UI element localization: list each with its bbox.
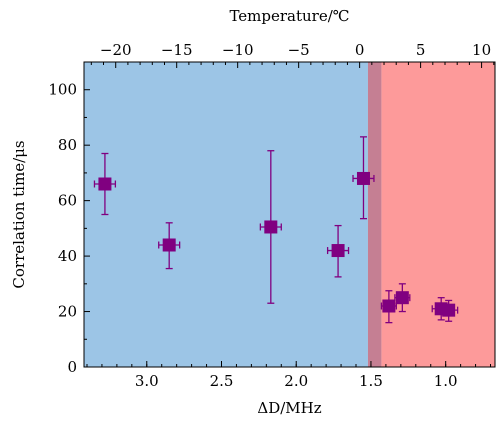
data-point-3 — [331, 244, 345, 258]
top-tick-label: −15 — [161, 41, 193, 59]
data-point-4 — [356, 171, 370, 185]
y-tick-label: 40 — [58, 247, 77, 265]
region-2 — [367, 62, 382, 367]
top-tick-label: 5 — [416, 41, 426, 59]
top-tick-label: 0 — [355, 41, 365, 59]
x-tick-label: 2.0 — [284, 372, 308, 390]
y-tick-label: 60 — [58, 192, 77, 210]
x-axis-label: ΔD/MHz — [257, 399, 321, 417]
top-tick-label: −10 — [222, 41, 254, 59]
top-tick-label: 10 — [472, 41, 491, 59]
x-tick-label: 2.5 — [210, 372, 234, 390]
data-markers — [98, 171, 456, 317]
region-0 — [84, 62, 368, 367]
x-tick-label: 1.5 — [359, 372, 383, 390]
data-point-8 — [442, 303, 456, 317]
top-tick-label: −20 — [100, 41, 132, 59]
top-x-axis-label: Temperature/℃ — [229, 7, 349, 25]
data-point-5 — [382, 299, 396, 313]
region-1 — [381, 62, 495, 367]
y-tick-label: 0 — [67, 358, 77, 376]
top-tick-label: −5 — [288, 41, 310, 59]
data-point-0 — [98, 177, 112, 191]
data-point-2 — [264, 220, 278, 234]
tick-labels: 3.0 2.5 2.0 1.5 1.0 0 20 40 60 80 100 −20 −15 −10 −5 0 5… — [48, 41, 491, 390]
y-axis-label: Correlation time/μs — [10, 140, 28, 288]
data-point-1 — [162, 238, 176, 252]
data-point-6 — [395, 291, 409, 305]
y-tick-label: 80 — [58, 136, 77, 154]
x-tick-label: 3.0 — [135, 372, 159, 390]
y-tick-label: 100 — [48, 81, 77, 99]
shaded-regions — [84, 62, 495, 367]
plot-frame — [83, 61, 496, 368]
y-tick-label: 20 — [58, 303, 77, 321]
x-tick-label: 1.0 — [434, 372, 458, 390]
